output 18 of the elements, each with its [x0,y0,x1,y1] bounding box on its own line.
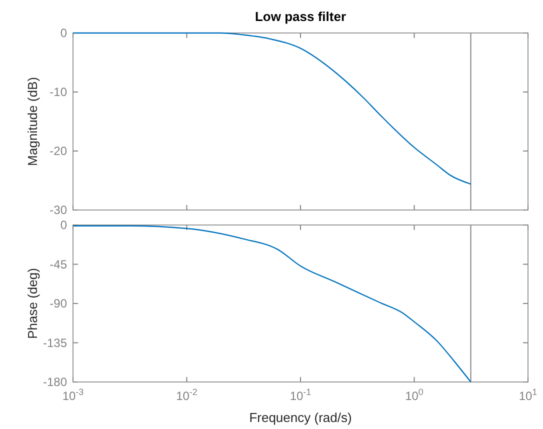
y-tick-label: -20 [50,144,68,158]
x-tick-label: 10$^{0}$ [405,387,424,403]
x-tick-label: 10$^{-3}$ [62,387,84,403]
y-axis-title: Magnitude (dB) [25,77,40,166]
y-tick-label: -180 [42,375,68,389]
y-tick-label: -10 [50,85,68,99]
y-tick-label: -30 [50,203,68,217]
x-axis-title: Frequency (rad/s) [249,410,352,425]
y-tick-label: -90 [50,296,68,310]
x-tick-label: 10$^{-1}$ [290,387,312,403]
x-tick-label: 10$^{-2}$ [176,387,198,403]
y-axis-title: Phase (deg) [25,268,40,339]
y-tick-label: 0 [60,26,68,40]
y-tick-label: -135 [42,336,68,350]
y-tick-label: -45 [50,257,68,272]
y-tick-label: 0 [60,218,68,232]
chart-title: Low pass filter [254,9,346,24]
x-tick-label: 10$^{1}$ [518,387,538,403]
